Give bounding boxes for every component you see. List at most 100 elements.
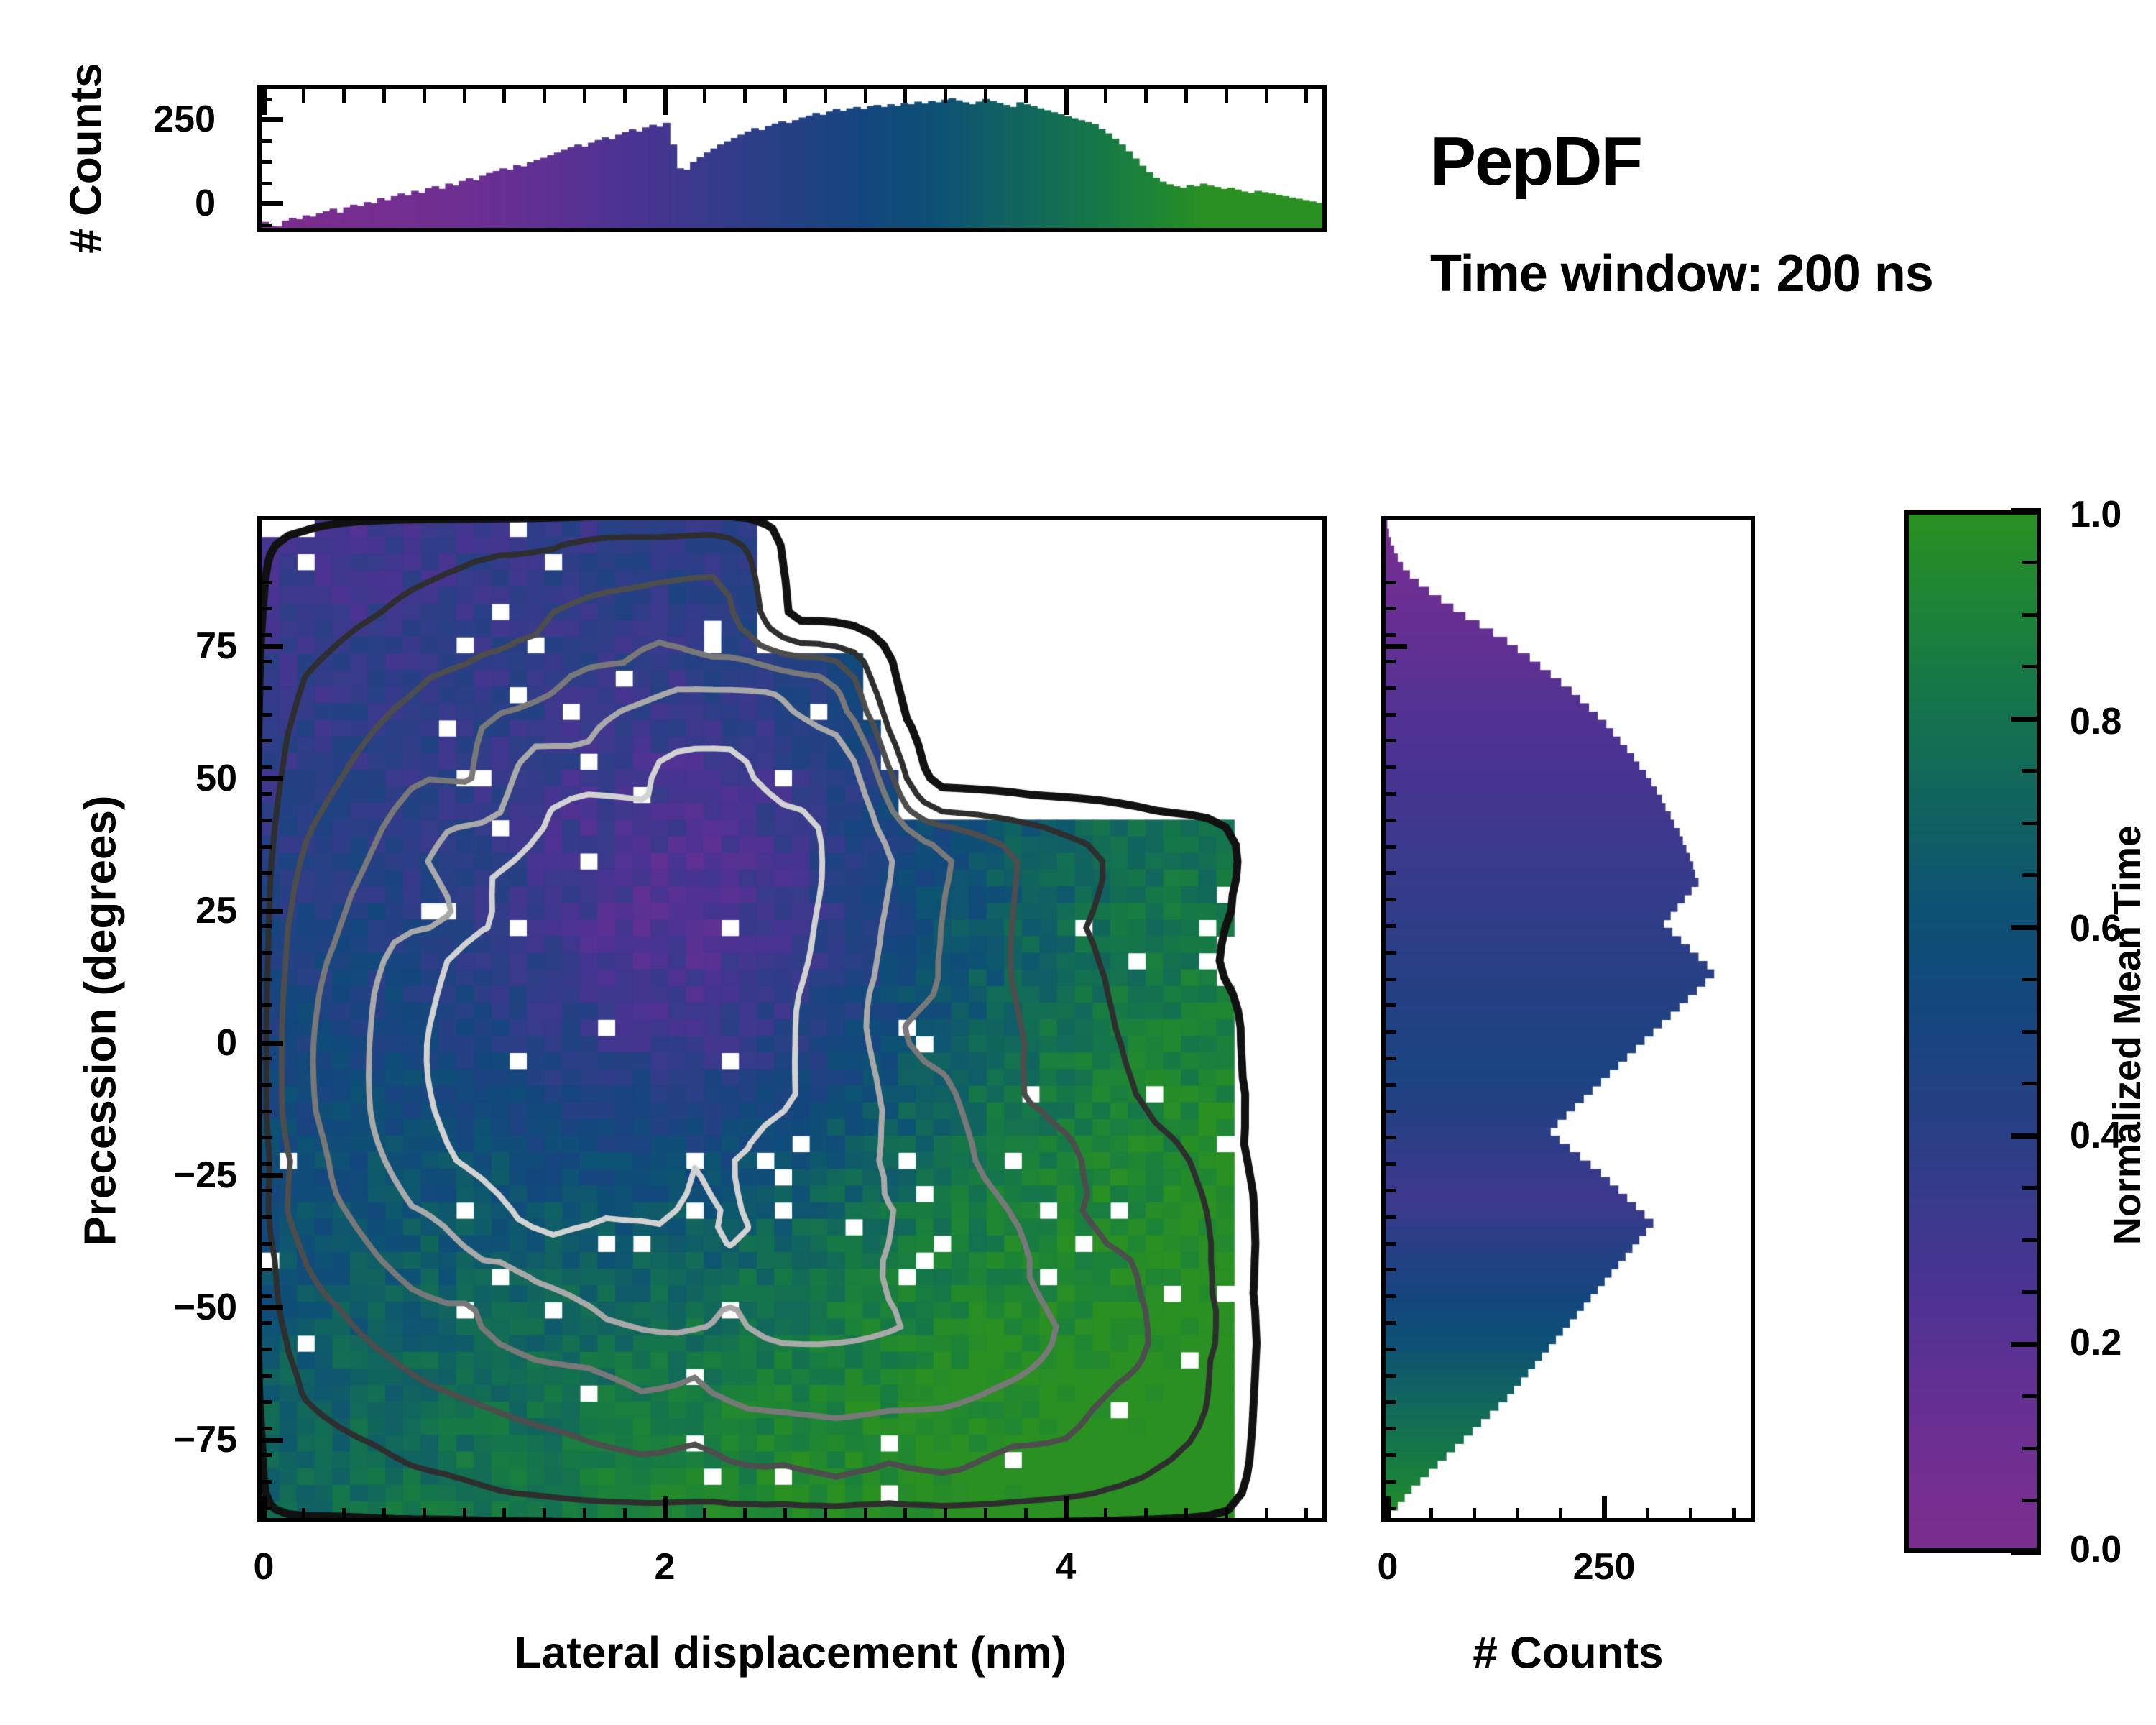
right-y-minor-tick — [1381, 1082, 1396, 1087]
x-major-tick-0 — [262, 1496, 267, 1522]
y-minor-tick — [257, 1453, 272, 1457]
y-minor-tick — [257, 765, 272, 770]
y-minor-tick — [257, 1136, 272, 1140]
x-minor-tick — [582, 1508, 586, 1522]
top-x-minor-tick — [863, 89, 867, 104]
x-minor-tick — [1023, 1508, 1028, 1522]
top-x-minor-tick — [1023, 89, 1028, 104]
top-x-minor-tick — [382, 89, 386, 104]
y-minor-tick — [257, 1030, 272, 1034]
right-x-major-tick-0 — [1386, 1496, 1391, 1522]
top-x-minor-tick — [1264, 89, 1268, 104]
y-minor-tick — [257, 1188, 272, 1192]
y-minor-tick — [257, 659, 272, 663]
top-x-major-tick-0 — [262, 89, 267, 115]
right-hist-xtick-0: 0 — [1377, 1546, 1399, 1588]
page-title: PepDF — [1430, 123, 1643, 200]
right-y-minor-tick — [1381, 924, 1396, 928]
x-minor-tick — [462, 1508, 466, 1522]
top-x-minor-tick — [502, 89, 507, 104]
right-y-minor-tick — [1381, 950, 1396, 954]
right-y-minor-tick — [1381, 1003, 1396, 1008]
cbar-tick-0.4: 0.4 — [2070, 1115, 2122, 1156]
x-minor-tick — [543, 1508, 547, 1522]
x-minor-tick — [863, 1508, 867, 1522]
right-y-minor-tick — [1381, 1056, 1396, 1060]
y-major-tick-5 — [257, 1305, 283, 1310]
cbar-minor-tick — [2022, 821, 2041, 825]
right-hist-xtick-250: 250 — [1572, 1546, 1636, 1588]
top-x-major-tick-2 — [1064, 89, 1069, 115]
y-minor-tick — [257, 898, 272, 902]
cbar-tick-0.2: 0.2 — [2070, 1322, 2122, 1363]
y-minor-tick — [257, 924, 272, 928]
top-x-minor-tick — [983, 89, 987, 104]
right-y-minor-tick — [1381, 659, 1396, 663]
y-minor-tick — [257, 1400, 272, 1404]
cbar-minor-tick — [2022, 1029, 2041, 1034]
top-x-minor-tick — [342, 89, 346, 104]
y-minor-tick — [257, 1215, 272, 1219]
y-tick-0: 0 — [216, 1022, 237, 1064]
y-minor-tick — [257, 845, 272, 849]
right-y-minor-tick — [1381, 712, 1396, 717]
right-y-minor-tick — [1381, 633, 1396, 638]
top-x-minor-tick — [462, 89, 466, 104]
right-y-minor-tick — [1381, 1453, 1396, 1457]
right-y-minor-tick — [1381, 871, 1396, 875]
cbar-minor-tick — [2022, 1394, 2041, 1398]
right-histogram-panel — [1381, 516, 1755, 1522]
y-major-tick-4 — [257, 1173, 283, 1178]
y-minor-tick — [257, 791, 272, 796]
top-hist-axis-title: # Counts — [61, 63, 111, 254]
y-tick-n25: −25 — [173, 1154, 237, 1196]
top-x-minor-tick — [582, 89, 586, 104]
cbar-minor-tick — [2022, 1499, 2041, 1502]
x-minor-tick — [622, 1508, 627, 1522]
right-x-minor-tick — [1645, 1508, 1649, 1522]
top-x-minor-tick — [422, 89, 426, 104]
y-minor-tick — [257, 871, 272, 875]
right-y-minor-tick — [1381, 1188, 1396, 1192]
y-major-tick-2 — [257, 908, 283, 914]
x-axis-title: Lateral displacement (nm) — [514, 1628, 1067, 1678]
y-minor-tick — [257, 977, 272, 981]
right-y-minor-tick — [1381, 898, 1396, 902]
x-tick-0: 0 — [253, 1546, 275, 1588]
right-y-minor-tick — [1381, 1162, 1396, 1167]
top-histogram-canvas — [262, 89, 1322, 228]
right-y-minor-tick — [1381, 1030, 1396, 1034]
top-hist-ytick-0: 0 — [195, 183, 216, 224]
right-x-minor-tick — [1516, 1508, 1520, 1522]
right-y-minor-tick — [1381, 1400, 1396, 1404]
right-y-major-tick — [1381, 644, 1407, 649]
right-y-minor-tick — [1381, 1215, 1396, 1219]
x-minor-tick — [783, 1508, 787, 1522]
cbar-minor-tick — [2022, 978, 2041, 981]
cbar-minor-tick — [2022, 1082, 2041, 1085]
right-y-minor-tick — [1381, 1427, 1396, 1431]
top-x-minor-tick — [1184, 89, 1188, 104]
cbar-major-tick-0 — [2011, 1550, 2041, 1555]
cbar-tick-0.8: 0.8 — [2070, 701, 2122, 742]
x-minor-tick — [422, 1508, 426, 1522]
y-major-tick-0 — [257, 644, 283, 649]
cbar-minor-tick — [2022, 665, 2041, 668]
x-minor-tick — [302, 1508, 306, 1522]
top-x-minor-tick — [903, 89, 908, 104]
cbar-major-tick-4 — [2011, 717, 2041, 722]
y-minor-tick — [257, 1056, 272, 1060]
y-minor-tick — [257, 950, 272, 954]
x-tick-4: 4 — [1055, 1546, 1077, 1588]
right-y-minor-tick — [1381, 1374, 1396, 1378]
y-minor-tick — [257, 739, 272, 743]
x-minor-tick — [1144, 1508, 1148, 1522]
x-minor-tick — [1184, 1508, 1188, 1522]
top-minor-tick — [257, 181, 272, 185]
x-minor-tick — [703, 1508, 707, 1522]
page-subtitle: Time window: 200 ns — [1430, 245, 1934, 303]
cbar-minor-tick — [2022, 1133, 2041, 1138]
right-y-minor-tick — [1381, 1294, 1396, 1299]
cbar-tick-0.6: 0.6 — [2070, 908, 2122, 949]
y-minor-tick — [257, 1347, 272, 1351]
